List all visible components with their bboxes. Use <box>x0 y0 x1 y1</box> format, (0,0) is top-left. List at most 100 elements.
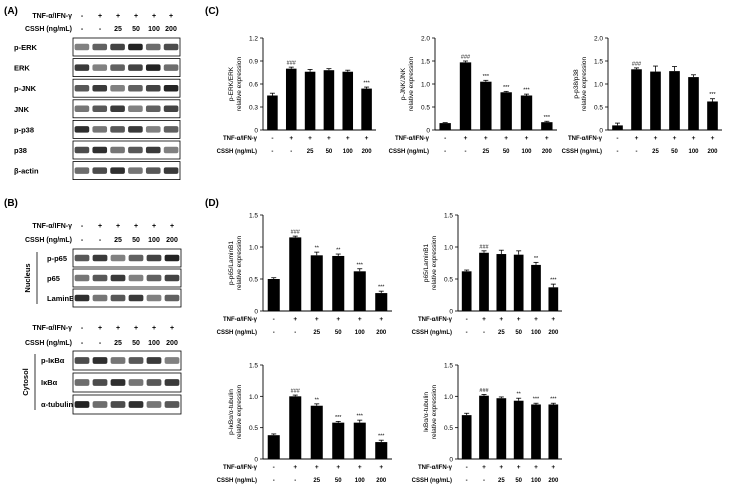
chart-3: 0 0.5 1.0 1.5 p-p65/LaminB1 relative expressi… <box>217 213 392 336</box>
cssh-value: 100 <box>148 237 160 244</box>
bar <box>332 255 345 311</box>
x-tick-label: 50 <box>503 149 510 155</box>
blot-b-nuc-0-band <box>128 254 144 262</box>
tnf-label: TNF-α/IFN-γ <box>223 136 258 142</box>
significance-label: ### <box>632 61 642 67</box>
tnf-label: TNF-α/IFN-γ <box>32 325 72 332</box>
x-tick-label: 50 <box>515 478 522 484</box>
nucleus-label: Nucleus <box>23 263 32 292</box>
bar <box>496 254 507 311</box>
blot-a-6-band <box>110 167 125 174</box>
x-tick-label: 50 <box>335 478 342 484</box>
tnf-sign: + <box>499 316 503 323</box>
blot-a-0-band <box>74 43 90 51</box>
x-tick-label: 200 <box>707 149 718 155</box>
tnf-sign: + <box>336 316 340 323</box>
tnf-sign: + <box>379 316 383 323</box>
blot-b-nuc-0-band <box>110 254 126 262</box>
blot-a-6-band <box>163 167 179 174</box>
blot-a-2-band <box>92 84 108 92</box>
tnf-sign: + <box>711 135 715 142</box>
significance-label: *** <box>550 397 557 403</box>
cssh-value: 200 <box>165 26 177 33</box>
y-axis-label: p-p65/LaminB1 <box>228 241 235 285</box>
bar <box>531 264 541 311</box>
blot-row-label: p-p38 <box>14 125 34 134</box>
tnf-sign: + <box>152 325 156 332</box>
y-axis-label: relative expression <box>236 57 243 112</box>
bar-charts: 00.30.60.91.2p-ERK/ERK relative expressio… <box>217 36 722 484</box>
chart-0: 0 0.3 0.6 0.9 1.2 p-ERK/ERK relative expressio… <box>217 36 376 155</box>
blot-a-0-band <box>110 43 125 51</box>
significance-label: ** <box>336 248 341 254</box>
blot-a-5-frame <box>72 140 181 160</box>
bar <box>513 400 524 459</box>
blot-row-label: β-actin <box>14 167 39 176</box>
blot-a-3-band <box>110 105 125 113</box>
bar <box>669 71 680 130</box>
tnf-label: TNF-α/IFN-γ <box>568 136 603 142</box>
x-tick-label: - <box>483 330 485 336</box>
x-tick-label: 100 <box>521 149 532 155</box>
blot-b-cyto-2-band <box>164 401 180 408</box>
blot-a-4-band <box>145 126 161 133</box>
tnf-sign: + <box>654 135 658 142</box>
blot-a-5-band <box>163 146 179 154</box>
y-axis-label: p65/LaminB1 <box>423 243 430 282</box>
tnf-sign: + <box>152 223 156 230</box>
significance-label: *** <box>523 88 530 94</box>
y-tick-label: 0 <box>449 309 453 316</box>
tnf-sign: + <box>170 223 174 230</box>
tnf-sign: + <box>545 135 549 142</box>
x-tick-label: 100 <box>531 478 542 484</box>
tnf-sign: + <box>293 464 297 471</box>
blot-a-5-band <box>128 146 143 154</box>
y-axis-label: p-IκBα/α-tubulin <box>228 389 235 435</box>
x-tick-label: - <box>294 330 296 336</box>
cssh-value: 100 <box>148 340 160 347</box>
blot-a-1-band <box>145 64 161 71</box>
tnf-sign: + <box>116 13 120 20</box>
tnf-sign: + <box>308 135 312 142</box>
bar <box>461 271 472 311</box>
blot-b-cyto-2-frame <box>72 394 182 415</box>
bar <box>548 287 559 311</box>
blot-a-0-band <box>92 43 108 51</box>
blot-a-3-frame <box>72 99 181 119</box>
x-tick-label: - <box>271 149 273 155</box>
x-tick-label: 25 <box>482 149 489 155</box>
y-tick-label: 0.5 <box>444 425 453 432</box>
tnf-sign: + <box>98 223 102 230</box>
y-tick-label: 1.0 <box>421 82 430 89</box>
tnf-sign: + <box>134 13 138 20</box>
y-tick-label: 0.6 <box>249 82 258 89</box>
blot-a-5-band <box>74 146 90 154</box>
blot-a-5-band <box>145 146 161 154</box>
bar <box>323 70 335 130</box>
blot-a-2-frame <box>72 78 181 98</box>
blot-b-nuc-1-band <box>92 274 108 282</box>
tnf-sign: - <box>466 464 468 471</box>
cssh-label: CSSH (ng/mL) <box>412 330 452 336</box>
y-tick-label: 2.0 <box>594 36 603 43</box>
significance-label: ** <box>315 397 320 403</box>
cssh-label: CSSH (ng/mL) <box>217 149 257 155</box>
blot-a-5-band <box>110 146 125 154</box>
blot-row-label: p-JNK <box>14 84 37 93</box>
y-axis-label: relative expression <box>431 385 438 440</box>
blot-row-label: p38 <box>14 146 27 155</box>
tnf-sign: + <box>525 135 529 142</box>
bar <box>548 404 559 459</box>
chart-2: 0 0.5 1.0 1.5 2.0 p-p38/p38 relative expressio… <box>562 36 722 155</box>
y-tick-label: 0.5 <box>249 425 258 432</box>
tnf-label: TNF-α/IFN-γ <box>32 13 72 20</box>
cssh-label: CSSH (ng/mL) <box>25 26 72 33</box>
blot-b-cyto-1-band <box>74 379 90 386</box>
significance-label: ### <box>479 244 489 250</box>
y-tick-label: 1.5 <box>249 363 258 370</box>
x-tick-label: 25 <box>498 478 505 484</box>
blot-b-nuc-1-band <box>146 274 162 282</box>
y-axis-label: IκBα/α-tubulin <box>423 392 430 432</box>
blot-b-nuc-1-band <box>164 274 180 282</box>
y-tick-label: 1.5 <box>444 213 453 220</box>
